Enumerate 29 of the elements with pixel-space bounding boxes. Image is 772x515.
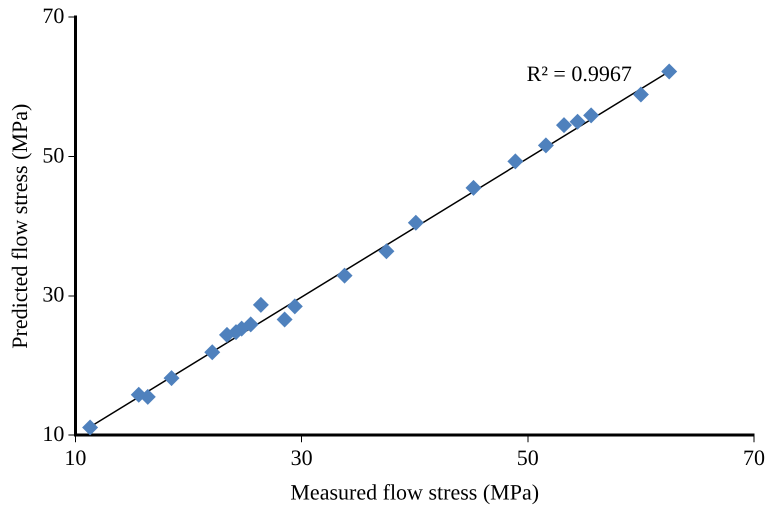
y-tick-label: 30 [42,282,64,307]
point [204,344,220,360]
point [632,86,649,103]
x-tick-label: 30 [290,445,313,470]
point [164,370,180,386]
y-axis-title: Predicted flow stress (MPa) [6,104,32,349]
y-tick-label: 10 [42,420,64,446]
x-tick-label: 10 [64,445,86,470]
point [252,296,269,313]
point [286,298,303,314]
point [466,180,482,196]
point [661,64,678,80]
y-tick-label: 50 [42,142,64,168]
point [538,137,554,154]
point [583,107,600,124]
annotation: R² = 0.9967 [526,61,632,86]
x-tick-label: 70 [743,445,765,470]
point [570,114,586,130]
point [276,312,293,328]
point [507,153,524,170]
point [378,243,394,260]
point [82,420,98,436]
point [242,316,259,332]
point [408,214,424,231]
x-axis-title: Measured flow stress (MPa) [290,480,540,505]
y-tick-label: 70 [42,2,64,28]
point [336,268,353,284]
x-tick-label: 50 [516,445,539,470]
point [556,117,572,134]
